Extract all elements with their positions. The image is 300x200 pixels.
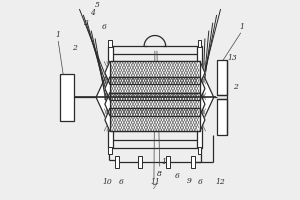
Text: 6: 6: [101, 23, 106, 31]
Bar: [60, 74, 74, 121]
Bar: [110, 108, 200, 131]
Bar: [115, 156, 119, 168]
Text: 13: 13: [227, 54, 237, 62]
Text: 3: 3: [84, 19, 89, 27]
Text: 11: 11: [150, 178, 160, 186]
Polygon shape: [202, 72, 214, 123]
Bar: [138, 156, 142, 168]
Text: 6: 6: [119, 178, 124, 186]
Bar: [166, 156, 170, 168]
Bar: [217, 60, 227, 95]
Bar: [198, 147, 201, 154]
Polygon shape: [105, 93, 110, 116]
Text: 14: 14: [162, 158, 172, 166]
Text: 7: 7: [152, 183, 156, 191]
Text: 2: 2: [72, 44, 77, 52]
Bar: [108, 46, 113, 148]
Text: 6: 6: [198, 178, 203, 186]
Text: 1: 1: [56, 31, 60, 39]
Bar: [110, 77, 200, 100]
Text: 4: 4: [90, 9, 94, 17]
Text: 10: 10: [103, 178, 113, 186]
Text: 9: 9: [187, 177, 192, 185]
Polygon shape: [200, 61, 205, 84]
Polygon shape: [200, 93, 205, 116]
Bar: [110, 93, 200, 116]
Text: 12: 12: [216, 178, 226, 186]
Polygon shape: [200, 108, 205, 131]
Polygon shape: [105, 61, 110, 84]
Text: 1: 1: [240, 23, 244, 31]
Text: 5: 5: [94, 1, 100, 9]
Bar: [191, 156, 195, 168]
Bar: [108, 40, 112, 47]
Polygon shape: [105, 108, 110, 131]
Text: 6: 6: [175, 172, 180, 180]
Bar: [197, 46, 202, 148]
Polygon shape: [105, 77, 110, 100]
Bar: [110, 61, 200, 84]
Bar: [108, 147, 112, 154]
Text: 8: 8: [158, 170, 162, 178]
Bar: [110, 61, 200, 84]
Bar: [110, 77, 200, 100]
Bar: [110, 108, 200, 131]
Bar: [217, 99, 227, 135]
Polygon shape: [96, 72, 108, 123]
Bar: [110, 93, 200, 116]
Bar: [198, 40, 201, 47]
Text: 2: 2: [233, 83, 238, 91]
Polygon shape: [200, 77, 205, 100]
